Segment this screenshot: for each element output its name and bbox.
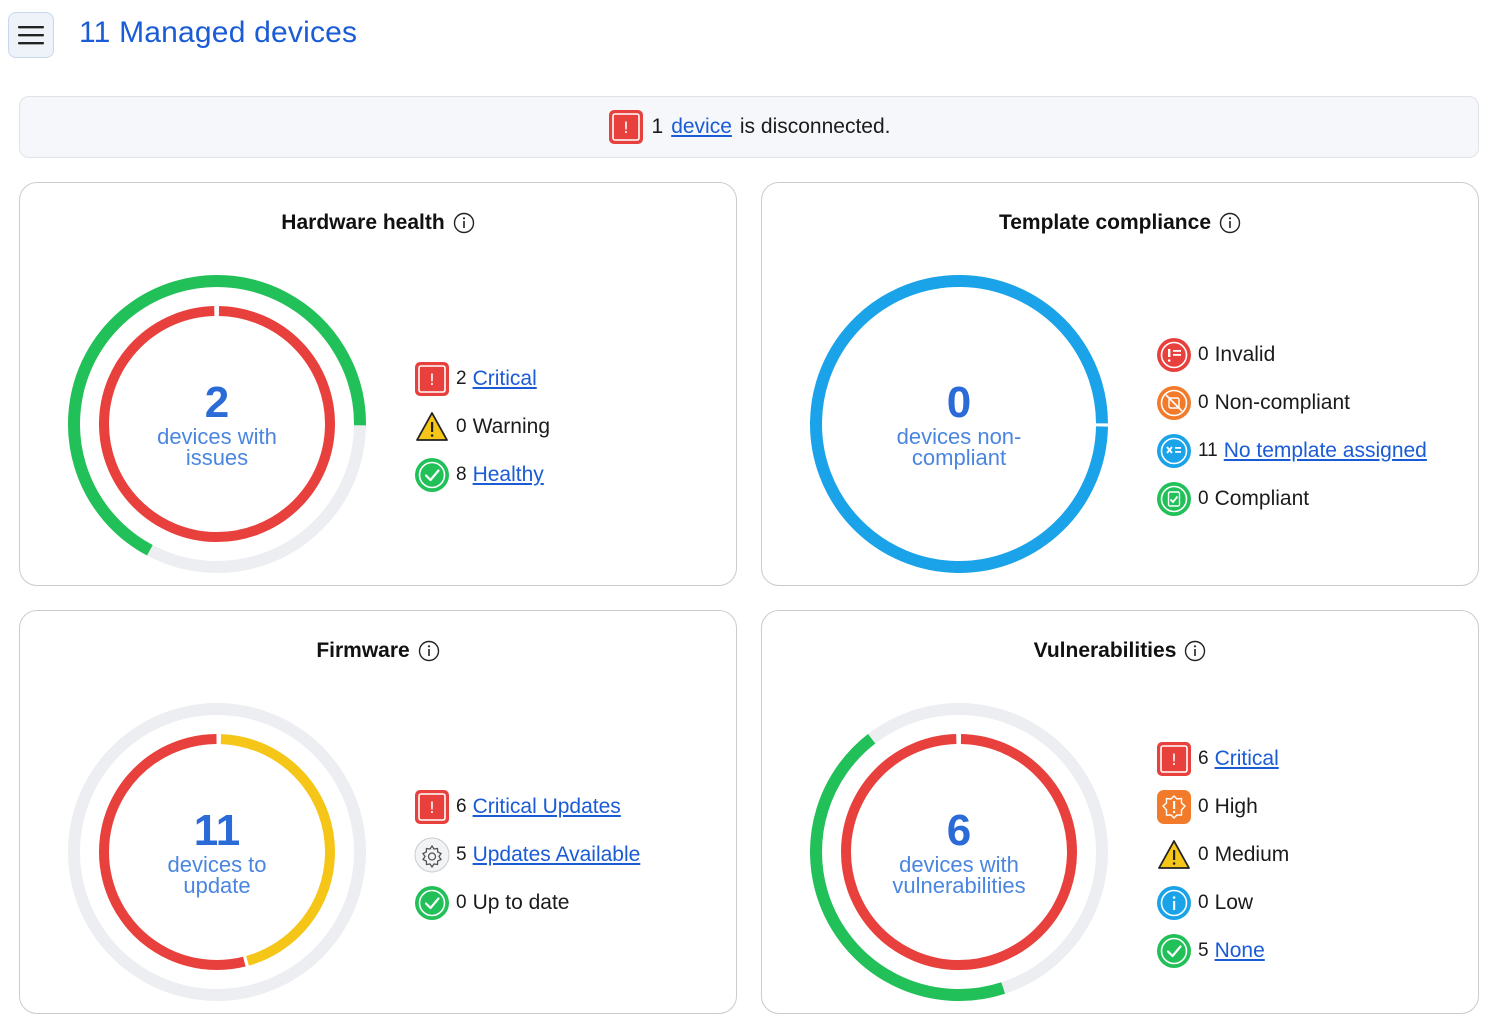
template-legend: 0 Invalid 0 Non-compliant 11 No template…	[1156, 331, 1427, 523]
legend-label: Up to date	[472, 891, 570, 914]
hardware-inner-critical-arc[interactable]	[98, 306, 335, 542]
banner-device-link[interactable]: device	[671, 115, 732, 138]
svg-text:!: !	[622, 118, 628, 137]
disconnected-banner: ! 1 device is disconnected.	[19, 96, 1479, 158]
legend-label: Low	[1214, 891, 1254, 914]
no-template-icon	[1156, 433, 1192, 469]
legend-count: 0	[456, 416, 467, 437]
svg-text:!: !	[429, 798, 435, 817]
hardware-donut	[64, 271, 370, 577]
template-outer-no-template-arc[interactable]	[810, 275, 1108, 573]
hardware-health-card: Hardware health 2 devices with issues ! …	[19, 182, 737, 586]
legend-item-none: 5 None	[1156, 927, 1289, 975]
legend-count: 2	[456, 368, 467, 389]
healthy-icon	[414, 457, 450, 493]
healthy-icon	[1156, 933, 1192, 969]
legend-label: Compliant	[1214, 487, 1310, 510]
info-icon[interactable]	[453, 212, 475, 234]
svg-text:!: !	[429, 370, 435, 389]
legend-item-low: 0 Low	[1156, 879, 1289, 927]
legend-count: 0	[1198, 796, 1209, 817]
legend-item-high: 0 High	[1156, 783, 1289, 831]
legend-item-compliant: 0 Compliant	[1156, 475, 1427, 523]
menu-button[interactable]	[8, 12, 54, 58]
legend-count: 0	[1198, 844, 1209, 865]
template-donut	[810, 275, 1108, 573]
legend-count: 6	[456, 796, 467, 817]
hardware-outer-healthy-arc[interactable]	[64, 271, 370, 577]
template-compliance-card: Template compliance 0 devices non-compli…	[761, 182, 1479, 586]
legend-link[interactable]: No template assigned	[1223, 439, 1427, 462]
legend-link[interactable]: Updates Available	[472, 843, 641, 866]
firmware-inner-available-arc[interactable]	[98, 734, 335, 970]
healthy-icon	[414, 885, 450, 921]
card-title: Firmware	[316, 639, 410, 662]
legend-item-non-compliant: 0 Non-compliant	[1156, 379, 1427, 427]
legend-count: 0	[1198, 892, 1209, 913]
legend-label: Non-compliant	[1214, 391, 1350, 414]
critical-icon: !	[608, 109, 644, 145]
legend-count: 11	[1198, 440, 1218, 461]
vulnerabilities-card: Vulnerabilities 6 devices with vulnerabi…	[761, 610, 1479, 1014]
legend-count: 0	[1198, 392, 1209, 413]
legend-item-updates-available: 5 Updates Available	[414, 831, 640, 879]
legend-count: 0	[456, 892, 467, 913]
critical-icon: !	[414, 361, 450, 397]
critical-icon: !	[1156, 741, 1192, 777]
legend-item-critical: ! 2 Critical	[414, 355, 550, 403]
banner-count: 1	[651, 115, 664, 138]
vulnerabilities-donut	[806, 699, 1112, 1005]
legend-link[interactable]: Critical	[472, 367, 537, 390]
svg-text:!: !	[1171, 750, 1177, 769]
firmware-donut	[68, 703, 366, 1001]
legend-link[interactable]: Critical	[1214, 747, 1279, 770]
hardware-legend: ! 2 Critical 0 Warning 8 Healthy	[414, 355, 550, 499]
legend-item-critical: ! 6 Critical	[1156, 735, 1289, 783]
warning-icon	[1156, 837, 1192, 873]
hamburger-icon	[18, 26, 44, 45]
legend-label: High	[1214, 795, 1258, 818]
vulnerabilities-outer-none-arc[interactable]	[806, 699, 1112, 1005]
card-title: Vulnerabilities	[1033, 639, 1177, 662]
legend-link[interactable]: Critical Updates	[472, 795, 621, 818]
non-compliant-icon	[1156, 385, 1192, 421]
legend-count: 6	[1198, 748, 1209, 769]
legend-item-up-to-date: 0 Up to date	[414, 879, 640, 927]
low-icon	[1156, 885, 1192, 921]
warning-icon	[414, 409, 450, 445]
legend-item-medium: 0 Medium	[1156, 831, 1289, 879]
legend-label: Warning	[472, 415, 550, 438]
legend-link[interactable]: Healthy	[472, 463, 544, 486]
legend-item-critical-updates: ! 6 Critical Updates	[414, 783, 640, 831]
legend-item-healthy: 8 Healthy	[414, 451, 550, 499]
critical-icon: !	[414, 789, 450, 825]
update-available-icon	[414, 837, 450, 873]
compliant-icon	[1156, 481, 1192, 517]
legend-label: Medium	[1214, 843, 1290, 866]
legend-item-no-template: 11 No template assigned	[1156, 427, 1427, 475]
legend-count: 5	[456, 844, 467, 865]
card-title: Hardware health	[281, 211, 445, 234]
info-icon[interactable]	[418, 640, 440, 662]
invalid-icon	[1156, 337, 1192, 373]
legend-count: 8	[456, 464, 467, 485]
vulnerabilities-legend: ! 6 Critical 0 High 0 Medium 0 Low 5 Non…	[1156, 735, 1289, 975]
firmware-inner-critical-arc[interactable]	[80, 715, 354, 989]
legend-item-warning: 0 Warning	[414, 403, 550, 451]
firmware-legend: ! 6 Critical Updates 5 Updates Available…	[414, 783, 640, 927]
vulnerabilities-inner-critical-arc[interactable]	[841, 734, 1077, 970]
banner-text: is disconnected.	[739, 115, 891, 138]
legend-count: 5	[1198, 940, 1209, 961]
info-icon[interactable]	[1219, 212, 1241, 234]
legend-count: 0	[1198, 344, 1209, 365]
high-icon	[1156, 789, 1192, 825]
legend-label: Invalid	[1214, 343, 1276, 366]
legend-link[interactable]: None	[1214, 939, 1265, 962]
info-icon[interactable]	[1184, 640, 1206, 662]
legend-count: 0	[1198, 488, 1209, 509]
legend-item-invalid: 0 Invalid	[1156, 331, 1427, 379]
firmware-card: Firmware 11 devices to update ! 6 Critic…	[19, 610, 737, 1014]
card-title: Template compliance	[998, 211, 1211, 234]
page-title: 11 Managed devices	[79, 16, 358, 49]
